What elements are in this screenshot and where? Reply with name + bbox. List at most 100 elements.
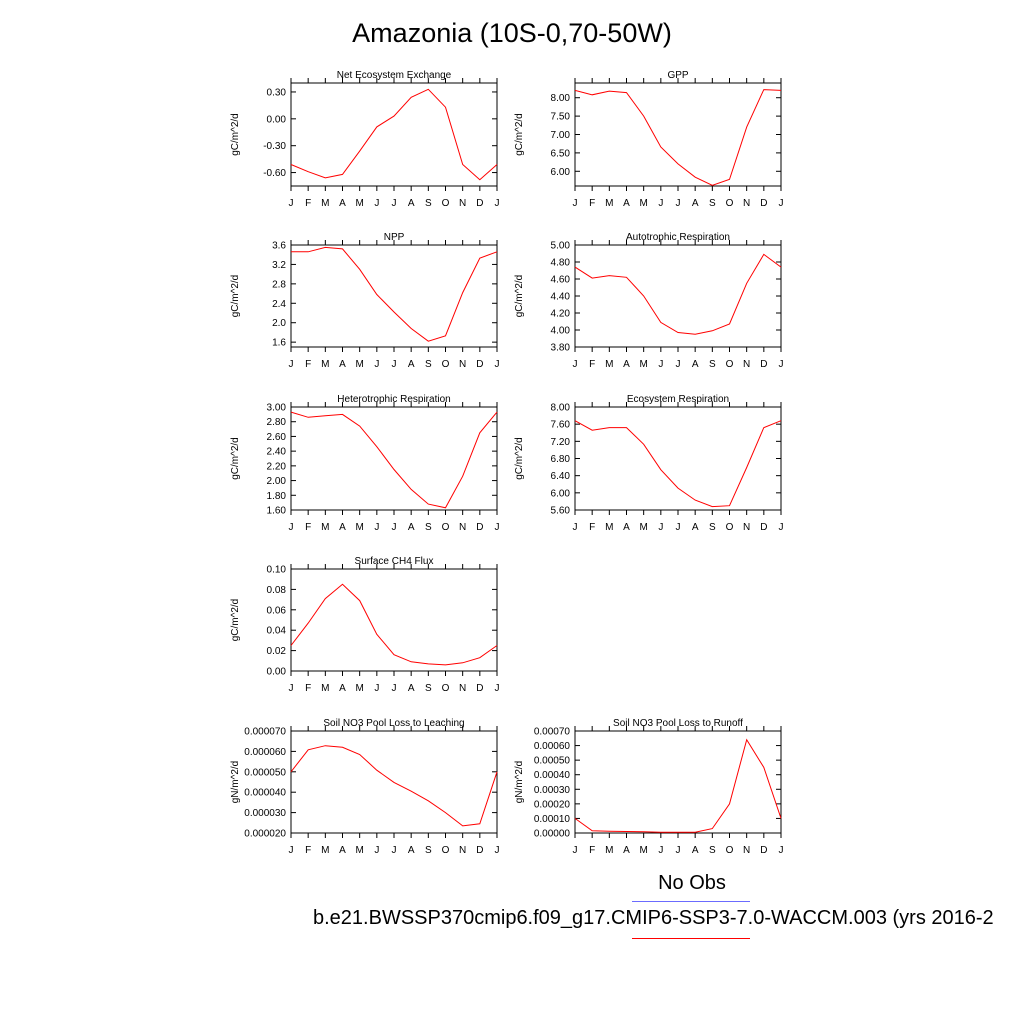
y-tick-label: 0.000070 — [244, 727, 286, 738]
x-tick-label: A — [339, 522, 346, 533]
x-tick-label: J — [676, 359, 681, 370]
legend-case-label: b.e21.BWSSP370cmip6.f09_g17.CMIP6-SSP3-7… — [313, 907, 994, 929]
x-tick-label: A — [408, 683, 415, 694]
x-tick-label: M — [321, 845, 329, 856]
series-line — [290, 411, 498, 509]
x-tick-label: S — [709, 359, 716, 370]
x-tick-label: J — [374, 845, 379, 856]
x-tick-label: O — [726, 522, 734, 533]
x-tick-label: A — [623, 359, 630, 370]
x-tick-label: N — [459, 845, 466, 856]
y-tick-label: 0.000060 — [244, 747, 286, 758]
y-tick-label: 1.6 — [272, 338, 286, 349]
y-tick-label: 6.40 — [551, 471, 571, 482]
x-tick-label: O — [442, 359, 450, 370]
series-line — [290, 583, 498, 666]
y-tick-label: 6.00 — [551, 167, 571, 178]
x-tick-label: M — [605, 359, 613, 370]
y-tick-label: 0.000020 — [244, 829, 286, 840]
x-tick-label: J — [289, 845, 294, 856]
y-tick-label: -0.30 — [263, 141, 286, 152]
y-tick-label: 0.00070 — [534, 727, 571, 738]
x-tick-label: J — [392, 683, 397, 694]
x-tick-label: S — [709, 522, 716, 533]
x-tick-label: J — [779, 359, 784, 370]
series-line — [574, 738, 782, 833]
y-axis-label: gC/m^2/d — [230, 599, 241, 642]
x-tick-label: N — [459, 683, 466, 694]
y-tick-label: 4.40 — [551, 292, 571, 303]
x-tick-label: J — [676, 522, 681, 533]
x-tick-label: N — [743, 845, 750, 856]
x-tick-label: N — [459, 198, 466, 209]
x-tick-label: D — [760, 522, 767, 533]
x-tick-label: A — [339, 198, 346, 209]
x-tick-label: M — [355, 522, 363, 533]
series-line — [291, 246, 498, 342]
legend-case-line — [632, 938, 750, 939]
y-tick-label: 0.06 — [267, 605, 287, 616]
x-tick-label: S — [425, 845, 432, 856]
y-tick-label: 6.50 — [551, 148, 571, 159]
chart-title: NPP — [384, 232, 405, 243]
y-tick-label: 2.80 — [267, 417, 287, 428]
x-tick-label: J — [495, 522, 500, 533]
x-tick-label: A — [692, 845, 699, 856]
x-tick-label: J — [658, 522, 663, 533]
x-tick-label: M — [639, 359, 647, 370]
y-tick-label: 0.000040 — [244, 788, 286, 799]
y-tick-label: 2.0 — [272, 318, 286, 329]
y-axis-label: gN/m^2/d — [514, 761, 525, 804]
chart-title: GPP — [667, 70, 688, 81]
y-tick-label: 4.00 — [551, 326, 571, 337]
x-tick-label: M — [355, 845, 363, 856]
y-tick-label: 0.00050 — [534, 756, 571, 767]
x-tick-label: D — [760, 845, 767, 856]
x-tick-label: J — [392, 845, 397, 856]
y-axis-label: gC/m^2/d — [514, 437, 525, 480]
x-tick-label: M — [605, 198, 613, 209]
chart-title: Soil NO3 Pool Loss to Leaching — [323, 718, 464, 729]
y-tick-label: 0.00010 — [534, 814, 571, 825]
x-tick-label: F — [305, 845, 311, 856]
y-tick-label: 1.60 — [267, 506, 287, 517]
y-tick-label: 0.04 — [267, 626, 287, 637]
y-axis-label: gC/m^2/d — [230, 437, 241, 480]
y-tick-label: 0.000050 — [244, 767, 286, 778]
y-tick-label: 0.08 — [267, 585, 287, 596]
y-axis-label: gC/m^2/d — [514, 113, 525, 156]
y-tick-label: 8.00 — [551, 93, 571, 104]
y-tick-label: 5.60 — [551, 506, 571, 517]
x-tick-label: J — [573, 359, 578, 370]
series-line — [574, 89, 782, 186]
y-axis-label: gC/m^2/d — [230, 113, 241, 156]
x-tick-label: D — [760, 198, 767, 209]
x-tick-label: J — [573, 522, 578, 533]
x-tick-label: O — [726, 359, 734, 370]
x-tick-label: M — [321, 522, 329, 533]
x-tick-label: D — [476, 198, 483, 209]
x-tick-label: O — [442, 198, 450, 209]
x-tick-label: M — [639, 522, 647, 533]
x-tick-label: M — [321, 198, 329, 209]
x-tick-label: M — [639, 845, 647, 856]
x-tick-label: A — [408, 522, 415, 533]
y-tick-label: 0.02 — [267, 646, 287, 657]
plot-frame — [290, 568, 498, 672]
y-tick-label: 0.10 — [267, 565, 287, 576]
chart-title: Ecosystem Respiration — [627, 394, 729, 405]
plot-frame — [290, 244, 498, 348]
x-tick-label: A — [623, 198, 630, 209]
chart-panel: Net Ecosystem Exchange gC/m^2/d 0.30 0.00 -0… — [230, 70, 500, 209]
y-tick-label: 2.4 — [272, 299, 286, 310]
y-tick-label: 5.00 — [551, 241, 571, 252]
y-tick-label: 4.80 — [551, 258, 571, 269]
y-tick-label: 2.40 — [267, 447, 287, 458]
y-tick-label: 7.50 — [551, 112, 571, 123]
series-line — [290, 745, 498, 827]
y-tick-label: 0.00 — [267, 667, 287, 678]
chart-panel: Soil NO3 Pool Loss to LeachinggN/m^2/d0.… — [230, 718, 500, 856]
plot-frame — [574, 244, 782, 348]
y-tick-label: 3.00 — [267, 403, 287, 414]
